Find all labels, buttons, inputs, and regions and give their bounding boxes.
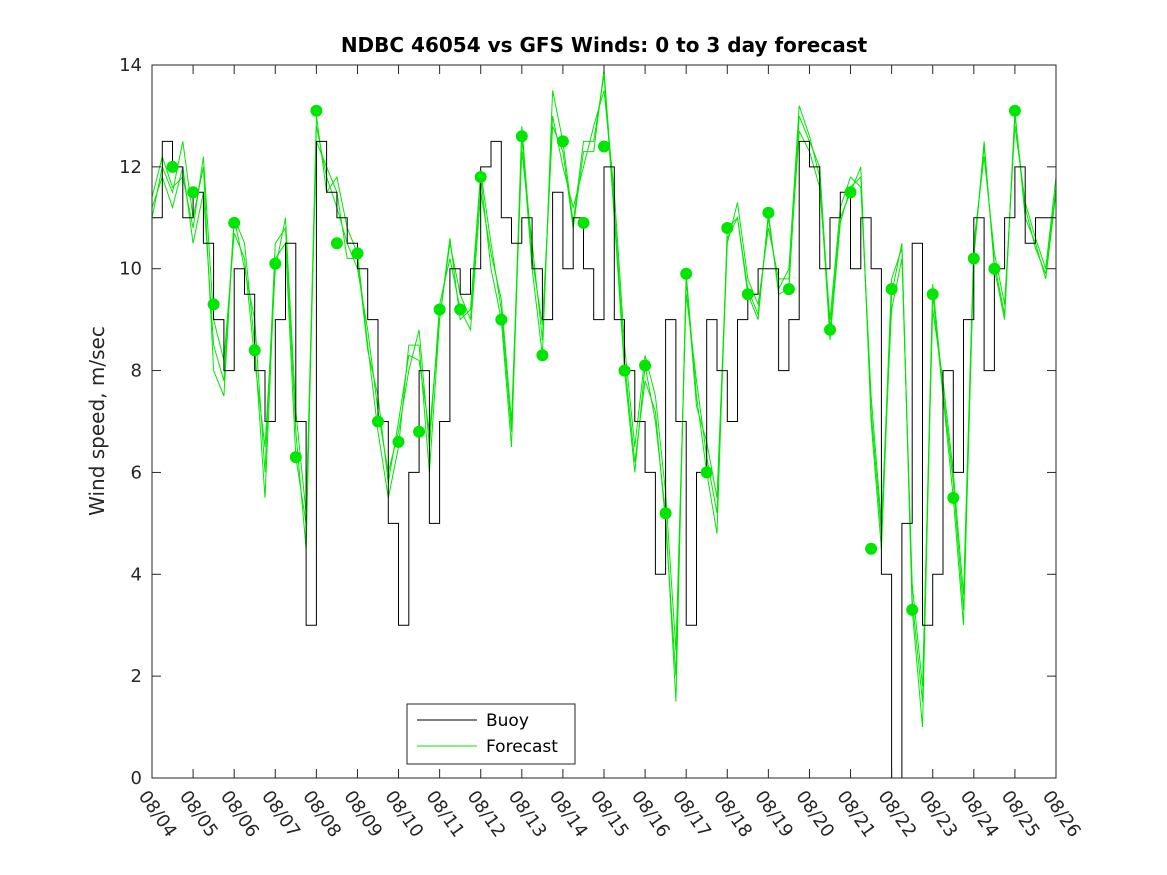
forecast-marker-19 bbox=[556, 135, 569, 148]
forecast-marker-31 bbox=[824, 323, 836, 336]
x-tick-label: 08/06 bbox=[216, 787, 263, 842]
forecast-marker-29 bbox=[762, 206, 775, 219]
y-tick-label: 8 bbox=[131, 361, 142, 382]
x-tick-label: 08/09 bbox=[339, 787, 386, 842]
x-tick-label: 08/11 bbox=[422, 787, 469, 842]
forecast-marker-15 bbox=[474, 171, 487, 183]
x-tick-label: 08/24 bbox=[956, 787, 1003, 842]
forecast-marker-20 bbox=[577, 216, 590, 229]
forecast-marker-14 bbox=[454, 303, 467, 316]
y-tick-label: 10 bbox=[119, 259, 142, 280]
x-tick-label: 08/16 bbox=[627, 787, 674, 842]
forecast-marker-13 bbox=[433, 303, 446, 316]
legend-buoy-label: Buoy bbox=[486, 711, 529, 731]
forecast-marker-28 bbox=[741, 288, 754, 301]
forecast-marker-17 bbox=[515, 130, 528, 143]
forecast-marker-37 bbox=[947, 491, 960, 504]
x-tick-label: 08/23 bbox=[915, 787, 962, 842]
x-tick-label: 08/14 bbox=[545, 787, 592, 842]
x-tick-label: 08/18 bbox=[709, 787, 756, 842]
legend-box bbox=[406, 703, 576, 765]
forecast-marker-26 bbox=[700, 466, 713, 479]
x-tick-label: 08/10 bbox=[380, 787, 427, 842]
forecast-marker-35 bbox=[906, 603, 919, 616]
forecast-marker-38 bbox=[967, 252, 980, 265]
x-tick-label: 08/22 bbox=[874, 787, 921, 842]
forecast-marker-18 bbox=[536, 349, 549, 362]
buoy-line bbox=[152, 140, 1057, 779]
forecast-marker-5 bbox=[269, 257, 282, 270]
forecast-marker-10 bbox=[372, 415, 384, 428]
x-tick-label: 08/05 bbox=[175, 787, 222, 842]
forecast-marker-3 bbox=[228, 216, 241, 229]
forecast-marker-8 bbox=[330, 237, 343, 250]
forecast-marker-23 bbox=[639, 359, 652, 372]
x-tick-label: 08/13 bbox=[504, 787, 551, 842]
x-tick-label: 08/20 bbox=[791, 787, 838, 842]
forecast-marker-7 bbox=[310, 104, 323, 117]
x-tick-label: 08/15 bbox=[586, 787, 633, 842]
forecast-marker-27 bbox=[721, 222, 734, 234]
ticks-layer bbox=[151, 64, 1057, 779]
forecast-marker-39 bbox=[988, 262, 1001, 275]
forecast-marker-24 bbox=[659, 507, 672, 520]
forecast-marker-40 bbox=[1008, 104, 1021, 117]
x-tick-label: 08/19 bbox=[750, 787, 797, 842]
y-tick-label: 2 bbox=[131, 666, 142, 687]
legend: Buoy Forecast bbox=[406, 703, 576, 765]
x-tick-label: 08/17 bbox=[668, 787, 715, 842]
forecast-marker-4 bbox=[248, 344, 261, 357]
y-tick-label: 12 bbox=[119, 157, 142, 178]
y-tick-label: 14 bbox=[119, 55, 142, 76]
forecast-marker-32 bbox=[844, 186, 857, 199]
forecast-marker-1 bbox=[187, 186, 200, 199]
forecast-marker-11 bbox=[392, 435, 405, 448]
x-tick-label: 08/21 bbox=[832, 787, 879, 842]
x-tick-label: 08/04 bbox=[134, 787, 181, 842]
forecast-marker-9 bbox=[351, 247, 364, 260]
forecast-marker-21 bbox=[598, 140, 610, 153]
forecast-marker-12 bbox=[413, 425, 426, 438]
forecast-marker-30 bbox=[782, 283, 795, 296]
legend-forecast-label: Forecast bbox=[486, 737, 558, 757]
y-tick-label: 6 bbox=[131, 462, 142, 483]
forecast-marker-33 bbox=[865, 542, 878, 555]
y-axis-label: Wind speed, m/sec bbox=[85, 326, 109, 516]
forecast-marker-2 bbox=[207, 298, 220, 311]
x-tick-label: 08/08 bbox=[298, 787, 345, 842]
forecast-marker-6 bbox=[289, 451, 302, 464]
x-tick-label: 08/07 bbox=[257, 787, 304, 842]
forecast-marker-22 bbox=[618, 364, 631, 377]
chart-title: NDBC 46054 vs GFS Winds: 0 to 3 day fore… bbox=[341, 33, 868, 57]
forecast-marker-34 bbox=[885, 283, 898, 296]
y-tick-label: 4 bbox=[131, 564, 142, 585]
forecast-marker-0 bbox=[166, 160, 179, 173]
forecast-marker-16 bbox=[495, 313, 508, 326]
forecast-marker-25 bbox=[680, 267, 693, 280]
x-tick-label: 08/25 bbox=[997, 787, 1044, 842]
y-tick-label: 0 bbox=[131, 768, 142, 789]
forecast-marker-36 bbox=[926, 288, 939, 301]
x-tick-label: 08/12 bbox=[463, 787, 510, 842]
x-tick-label: 08/26 bbox=[1038, 787, 1085, 842]
